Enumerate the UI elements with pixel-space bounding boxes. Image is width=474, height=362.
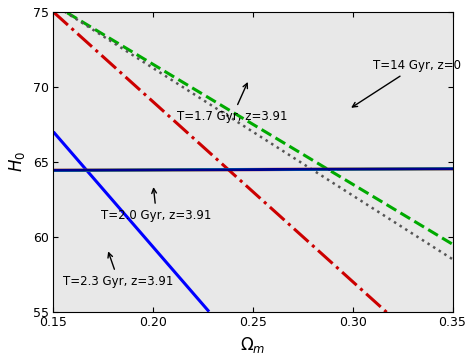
Text: T=2.3 Gyr, z=3.91: T=2.3 Gyr, z=3.91 [64,253,173,288]
Text: T=14 Gyr, z=0: T=14 Gyr, z=0 [352,59,461,107]
Text: T=2.0 Gyr, z=3.91: T=2.0 Gyr, z=3.91 [101,189,211,222]
X-axis label: $\Omega_m$: $\Omega_m$ [240,335,265,355]
Y-axis label: $H_0$: $H_0$ [7,151,27,172]
Text: T=1.7 Gyr, z=3.91: T=1.7 Gyr, z=3.91 [177,83,288,123]
